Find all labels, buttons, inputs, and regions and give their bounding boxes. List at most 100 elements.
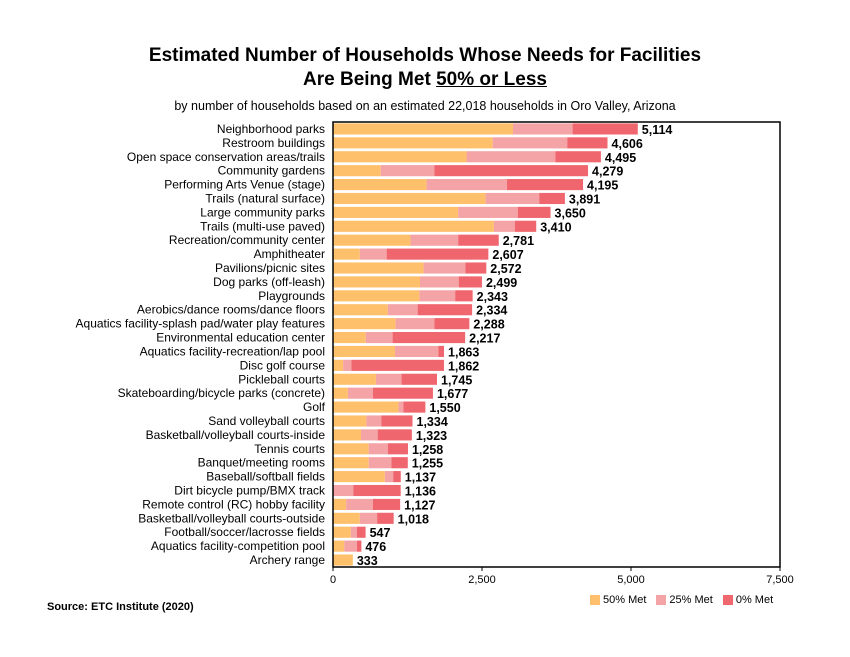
bar-segment: [333, 540, 345, 552]
bar-segment: [458, 234, 499, 246]
bar-segment: [387, 304, 418, 316]
category-label: Restroom buildings: [222, 136, 325, 150]
bar-segment: [333, 554, 353, 566]
chart-title-prefix: Are Being Met: [303, 69, 437, 90]
total-label: 5,114: [642, 123, 673, 137]
bar-segment: [346, 498, 373, 510]
bar-segment: [344, 540, 357, 552]
x-tick-label: 2,500: [468, 574, 496, 586]
bar-segment: [493, 220, 515, 232]
bar-segment: [438, 345, 445, 358]
plot-frame: [332, 121, 781, 568]
bar-segment: [351, 359, 444, 371]
bar-segment: [465, 262, 487, 274]
bar-segment: [417, 304, 473, 316]
bar-segment: [333, 345, 395, 358]
category-label: Performing Arts Venue (stage): [164, 178, 325, 192]
total-label: 1,745: [441, 373, 472, 387]
bar-segment: [333, 304, 388, 316]
chart-subtitle: by number of households based on an esti…: [174, 99, 676, 113]
total-label: 2,343: [477, 290, 508, 304]
bar-segment: [333, 206, 459, 218]
category-label: Recreation/community center: [169, 233, 325, 247]
bar-segment: [359, 248, 387, 260]
bar-segment: [333, 484, 354, 497]
legend-label-0: 0% Met: [735, 594, 774, 606]
bar-segment: [426, 179, 508, 191]
total-label: 4,195: [587, 179, 618, 193]
bar-segment: [517, 206, 551, 218]
category-label: Football/soccer/lacrosse fields: [164, 525, 325, 539]
bar-segment: [512, 123, 573, 135]
category-label: Baseball/softball fields: [206, 470, 325, 484]
total-label: 4,279: [592, 165, 623, 179]
chart-title-line1: Estimated Number of Households Whose Nee…: [148, 45, 702, 66]
bar-segment: [333, 457, 369, 469]
category-label: Pavilions/picnic sites: [215, 261, 325, 275]
category-label: Dirt bicycle pump/BMX track: [174, 484, 326, 498]
bar-segment: [343, 359, 352, 371]
bar-segment: [333, 248, 360, 260]
bar-segment: [458, 206, 518, 218]
bar-segment: [356, 540, 362, 552]
total-label: 1,137: [405, 471, 436, 485]
legend-item-50: 50% Met: [590, 594, 646, 606]
category-label: Large community parks: [200, 205, 325, 219]
total-label: 4,495: [605, 151, 636, 165]
total-label: 1,018: [398, 512, 429, 526]
total-label: 2,499: [486, 276, 517, 290]
legend-item-0: 0% Met: [722, 594, 774, 606]
bar-segment: [359, 512, 378, 524]
bar-segment: [333, 373, 376, 385]
bar-segment: [333, 429, 362, 441]
total-label: 2,334: [476, 304, 507, 318]
bar-segment: [420, 276, 459, 288]
bar-segment: [410, 234, 459, 246]
category-label: Amphitheater: [254, 247, 325, 261]
total-label: 2,781: [503, 234, 534, 248]
bar-segment: [458, 276, 482, 288]
bar-segment: [539, 192, 565, 205]
bar-segment: [392, 331, 466, 344]
x-tick-label: 7,500: [766, 574, 794, 586]
category-label: Banquet/meeting rooms: [198, 456, 325, 470]
total-label: 1,136: [405, 485, 436, 499]
total-label: 2,607: [492, 248, 523, 262]
bar-segment: [434, 318, 470, 330]
bar-segment: [333, 359, 344, 371]
category-label: Trails (multi-use paved): [200, 219, 325, 233]
legend-swatch-25: [656, 595, 667, 605]
legend-swatch-50: [590, 595, 600, 605]
bar-segment: [333, 192, 486, 205]
category-label: Skateboarding/bicycle parks (concrete): [118, 386, 325, 400]
bar-segment: [347, 387, 373, 399]
category-label: Pickleball courts: [238, 372, 325, 386]
total-label: 2,217: [469, 332, 500, 346]
bar-segment: [567, 137, 608, 149]
bar-segment: [333, 512, 360, 524]
bar-segment: [398, 401, 404, 413]
category-label: Neighborhood parks: [217, 122, 325, 136]
bar-segment: [507, 179, 584, 191]
bar-segment: [333, 123, 513, 135]
bar-segment: [333, 387, 348, 399]
bar-segment: [333, 137, 493, 149]
bar-segment: [384, 471, 394, 483]
total-label: 333: [357, 554, 378, 568]
total-label: 2,572: [490, 262, 521, 276]
bar-segment: [423, 262, 466, 274]
total-label: 1,127: [404, 498, 435, 512]
total-label: 547: [370, 526, 391, 540]
category-label: Community gardens: [218, 164, 325, 178]
category-label: Tennis courts: [254, 442, 325, 456]
total-label: 1,334: [417, 415, 448, 429]
bar-segment: [377, 429, 412, 441]
bar-segment: [353, 484, 401, 497]
bar-segment: [333, 318, 396, 330]
bar-segment: [386, 248, 489, 260]
legend-label-25: 25% Met: [669, 594, 713, 606]
category-label: Trails (natural surface): [205, 191, 325, 205]
category-label: Golf: [303, 400, 326, 414]
bar-segment: [375, 373, 402, 385]
